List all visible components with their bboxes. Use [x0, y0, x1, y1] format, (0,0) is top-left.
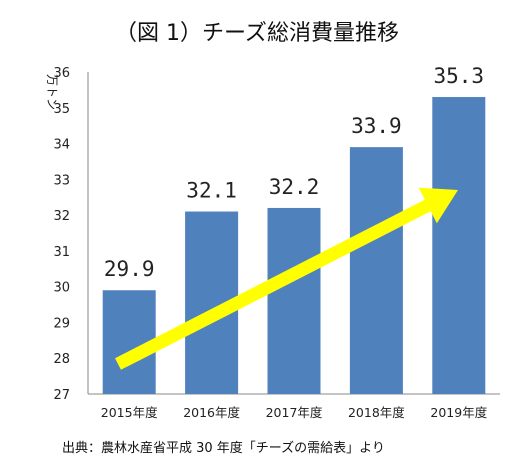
y-tick-label: 29	[53, 316, 70, 331]
y-tick-label: 35	[53, 102, 70, 117]
data-label: 32.1	[186, 179, 237, 203]
y-tick-label: 32	[53, 209, 70, 224]
y-tick-label: 28	[53, 352, 70, 367]
data-label: 33.9	[351, 114, 402, 138]
x-tick-label: 2019年度	[430, 405, 487, 420]
source-note: 出典：農林水産省平成 30 年度「チーズの需給表」より	[62, 440, 385, 456]
bar	[267, 207, 321, 394]
y-axis-unit-label: 万トン	[45, 74, 59, 110]
y-axis-ticks: 27 28 29 30 31 32 33 34 35 36	[53, 66, 70, 403]
y-tick-label: 27	[53, 388, 70, 403]
data-label: 32.2	[269, 175, 320, 199]
chart-title: （図 1）チーズ総消費量推移	[115, 21, 399, 46]
bar	[349, 147, 403, 394]
y-tick-label: 34	[53, 138, 70, 153]
bar	[432, 97, 486, 395]
data-label: 29.9	[104, 257, 155, 281]
trend-arrow	[115, 187, 458, 370]
x-axis-ticks: 2015年度 2016年度 2017年度 2018年度 2019年度	[101, 405, 488, 420]
bars	[102, 97, 486, 395]
data-labels: 29.9 32.1 32.2 33.9 35.3	[104, 64, 484, 281]
x-tick-label: 2015年度	[101, 405, 158, 420]
trend-arrow-head	[418, 187, 458, 224]
y-tick-label: 33	[53, 173, 70, 188]
x-tick-label: 2018年度	[348, 405, 405, 420]
x-tick-label: 2016年度	[183, 405, 240, 420]
y-tick-label: 30	[53, 281, 70, 296]
x-tick-label: 2017年度	[266, 405, 323, 420]
trend-arrow-shaft	[115, 198, 433, 370]
data-label: 35.3	[434, 64, 485, 88]
y-tick-label: 36	[53, 66, 70, 81]
y-tick-label: 31	[53, 245, 70, 260]
